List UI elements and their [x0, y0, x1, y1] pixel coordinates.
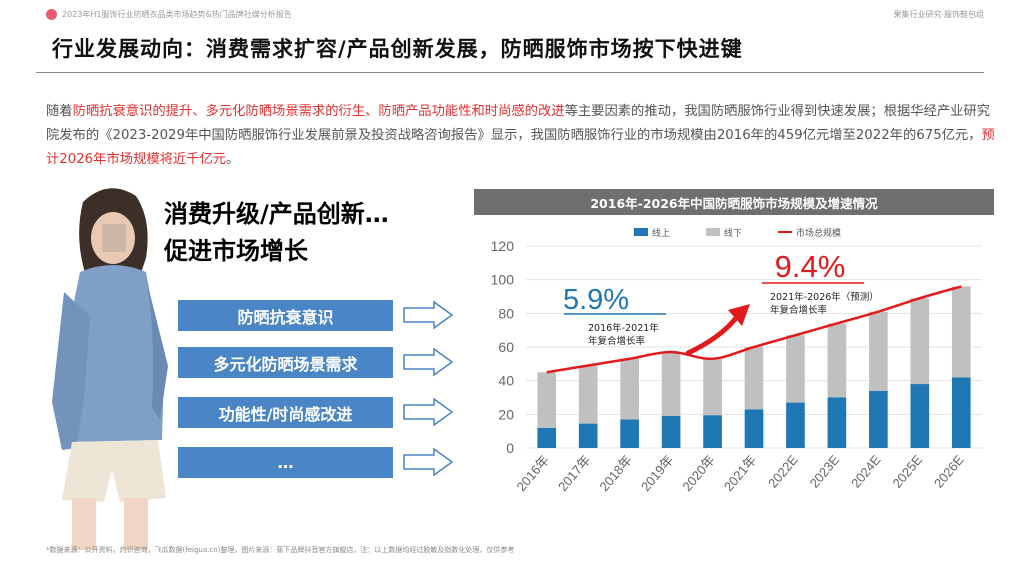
bar-segment [661, 416, 681, 448]
cagr-label: 年复合增长率 [588, 335, 646, 347]
x-tick-label: 2017年 [555, 452, 593, 494]
chart-title: 2016年-2026年中国防晒服饰市场规模及增速情况 [474, 189, 994, 215]
bar-segment [827, 397, 847, 448]
arrow-right-icon [403, 300, 454, 330]
factor-box: … [178, 447, 393, 478]
y-tick-label: 60 [498, 339, 514, 355]
bar-segment [744, 347, 764, 410]
x-tick-label: 2023E [807, 452, 843, 491]
arrow-right-icon [403, 447, 454, 477]
bar-segment [537, 372, 557, 428]
factor-box: 防晒抗衰意识 [178, 300, 393, 331]
cagr-period: 2021年-2026年（预测） [770, 291, 879, 303]
bar-segment [910, 384, 930, 448]
market-size-chart: 0 20 40 60 80 100 120 2016年 2017年 2018年 2019年 2020年… [491, 227, 982, 494]
y-tick-label: 80 [498, 305, 514, 321]
headline: 消费升级/产品创新… 促进市场增长 [164, 196, 389, 270]
report-title: 2023年H1服饰行业防晒衣品类市场趋势&热门品牌社媒分析报告 [62, 10, 292, 19]
x-tick-label: 2024E [848, 452, 884, 491]
total-size-line [546, 285, 962, 374]
intro-highlight: 预计2026年市场规模将近千亿元 [46, 128, 995, 167]
bar-segment [620, 419, 639, 448]
intro-text: 等主要因素的推动，我国防晒服饰行业得到快速发展；根据华经产业研究院发布的《202… [46, 104, 991, 143]
y-tick-label: 120 [491, 238, 515, 254]
bar-segment [786, 335, 805, 403]
legend-label: 市场总规模 [796, 227, 841, 239]
bar-segment [786, 402, 805, 448]
bar-segment [910, 298, 930, 385]
headline-line: 促进市场增长 [164, 237, 308, 265]
legend-label: 线上 [652, 227, 670, 239]
cagr-value: 5.9% [563, 284, 629, 316]
y-tick-label: 40 [498, 373, 514, 389]
intro-paragraph: 随着防晒抗衰意识的提升、多元化防晒场景需求的衍生、防晒产品功能性和时尚感的改进等… [46, 100, 998, 172]
page-title: 行业发展动向：消费需求扩容/产品创新发展，防晒服饰市场按下快进键 [52, 37, 743, 61]
bar-segment [744, 409, 764, 448]
bar-segment [537, 427, 557, 448]
intro-text: 。 [226, 152, 240, 167]
intro-text: 随着 [46, 104, 73, 119]
legend-swatch [634, 228, 648, 236]
bar-segment [578, 365, 598, 424]
arrow-right-icon [403, 397, 454, 427]
growth-arrow-icon [685, 315, 739, 356]
x-tick-label: 2021年 [721, 452, 759, 494]
cagr-value: 9.4% [775, 249, 846, 284]
bar-segment [703, 358, 722, 416]
report-logo-icon [46, 9, 57, 20]
bar-segment [703, 415, 722, 448]
factor-box: 多元化防晒场景需求 [178, 347, 393, 378]
factor-box: 功能性/时尚感改进 [178, 397, 393, 428]
footnote: *数据来源：公开资料，灼识咨询，飞瓜数据(feigua.cn)整理，图片来源：蕉… [46, 546, 515, 554]
bar-segment [951, 377, 971, 448]
bar-segment [620, 358, 639, 420]
cagr-period: 2016年-2021年 [588, 322, 659, 334]
x-tick-label: 2020年 [679, 452, 717, 494]
bar-segment [827, 323, 847, 398]
bar-segment [951, 286, 971, 378]
legend-label: 线下 [724, 227, 742, 239]
legend-swatch [706, 228, 720, 236]
cagr-label: 年复合增长率 [770, 304, 828, 316]
bar-segment [869, 311, 888, 391]
x-tick-label: 2018年 [596, 452, 634, 494]
title-divider [36, 72, 984, 73]
growth-arrowhead-icon [728, 304, 750, 326]
x-tick-label: 2022E [765, 452, 801, 491]
y-tick-label: 20 [498, 406, 514, 422]
x-tick-label: 2026E [931, 452, 967, 491]
y-tick-label: 100 [491, 272, 515, 288]
model-photo [52, 188, 168, 550]
bar-segment [578, 423, 598, 448]
headline-line: 消费升级/产品创新… [164, 200, 389, 228]
intro-highlight: 防晒抗衰意识的提升、多元化防晒场景需求的衍生、防晒产品功能性和时尚感的改进 [72, 104, 565, 119]
y-tick-label: 0 [506, 440, 514, 456]
brand-label: 果集行业研究·服饰鞋包组 [893, 10, 984, 19]
x-tick-label: 2016年 [514, 452, 552, 494]
arrow-right-icon [403, 347, 454, 377]
x-tick-label: 2019年 [638, 452, 676, 494]
bar-segment [869, 390, 888, 448]
x-tick-label: 2025E [889, 452, 925, 491]
bar-segment [661, 352, 681, 417]
